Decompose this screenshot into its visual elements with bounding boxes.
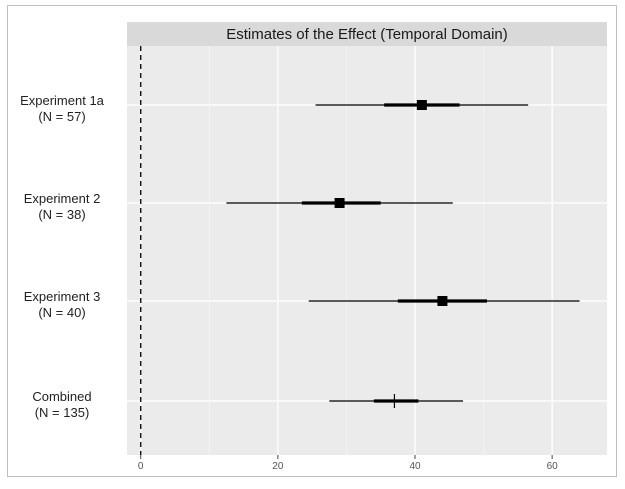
x-tick-label: 40 xyxy=(409,461,421,472)
row-label-name: Combined xyxy=(32,389,92,404)
row-label: Experiment 2 (N = 38) xyxy=(0,191,124,223)
x-tick-label: 60 xyxy=(547,461,559,472)
row-label-n: (N = 135) xyxy=(34,405,90,420)
row-label-name: Experiment 3 xyxy=(23,289,101,304)
estimate-marker xyxy=(334,198,345,208)
row-label-n: (N = 40) xyxy=(38,305,86,320)
row-label: Combined (N = 135) xyxy=(0,389,124,421)
chart-title: Estimates of the Effect (Temporal Domain… xyxy=(226,26,508,43)
row-label-n: (N = 57) xyxy=(38,109,86,124)
row-label-name: Experiment 2 xyxy=(23,191,101,206)
x-tick-label: 20 xyxy=(272,461,284,472)
panel-background xyxy=(127,46,607,455)
row-label-name: Experiment 1a xyxy=(20,93,104,108)
estimate-marker xyxy=(437,296,448,306)
x-tick-label: 0 xyxy=(138,461,144,472)
row-label: Experiment 3 (N = 40) xyxy=(0,289,124,321)
row-label-n: (N = 38) xyxy=(38,207,86,222)
strip-header xyxy=(127,22,607,46)
estimate-marker xyxy=(416,100,427,110)
row-label: Experiment 1a (N = 57) xyxy=(0,93,124,125)
